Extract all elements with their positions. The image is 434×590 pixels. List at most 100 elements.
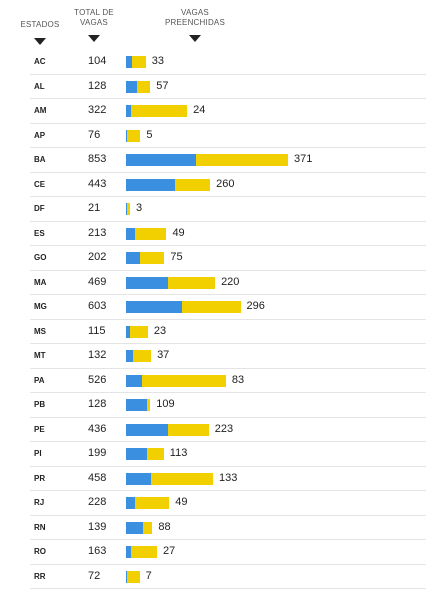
sort-arrow-states-icon[interactable] bbox=[34, 38, 46, 45]
filled-value: 133 bbox=[218, 471, 238, 484]
row-divider bbox=[30, 416, 426, 418]
row-divider bbox=[30, 465, 426, 467]
bar-track bbox=[126, 154, 288, 166]
bar-filled bbox=[126, 56, 133, 68]
total-value: 128 bbox=[88, 79, 107, 92]
bar-track bbox=[126, 105, 188, 117]
state-label: GO bbox=[34, 253, 47, 262]
header-filled[interactable]: VAGAS PREENCHIDAS bbox=[160, 8, 230, 42]
table-row: AM 322 24 bbox=[0, 99, 434, 124]
total-value: 469 bbox=[88, 275, 107, 288]
bar-track bbox=[126, 276, 216, 289]
bar-filled bbox=[126, 423, 169, 436]
state-label: MA bbox=[34, 277, 47, 287]
row-divider bbox=[30, 539, 426, 540]
state-label: MT bbox=[34, 351, 46, 360]
total-value: 199 bbox=[88, 447, 107, 459]
filled-value: 220 bbox=[221, 275, 240, 288]
bar-track bbox=[126, 448, 164, 460]
filled-value: 3 bbox=[135, 202, 143, 214]
total-value: 115 bbox=[88, 324, 106, 337]
bar-filled bbox=[126, 154, 197, 166]
bar-track bbox=[126, 521, 153, 534]
bar-total bbox=[127, 129, 141, 142]
bar-total bbox=[140, 252, 165, 264]
filled-value: 223 bbox=[214, 422, 234, 435]
total-value: 443 bbox=[88, 177, 107, 190]
total-value: 139 bbox=[88, 520, 107, 533]
bar-total bbox=[146, 399, 151, 411]
bar-track bbox=[126, 423, 209, 436]
row-divider bbox=[30, 392, 426, 393]
total-value: 76 bbox=[88, 128, 101, 141]
state-label: PA bbox=[34, 375, 45, 385]
bar-track bbox=[126, 56, 146, 68]
state-label: AM bbox=[34, 106, 47, 115]
bar-filled bbox=[126, 325, 131, 338]
bar-track bbox=[126, 350, 152, 362]
filled-value: 296 bbox=[246, 300, 265, 312]
table-row: RO 163 27 bbox=[0, 540, 434, 565]
table-row: AC 104 33 bbox=[0, 50, 434, 75]
row-divider bbox=[30, 122, 426, 124]
bar-filled bbox=[126, 105, 131, 117]
filled-value: 88 bbox=[158, 520, 171, 533]
bar-filled bbox=[126, 546, 132, 558]
filled-value: 37 bbox=[157, 349, 170, 361]
total-value: 104 bbox=[88, 55, 107, 67]
row-divider bbox=[30, 171, 426, 173]
bar-track bbox=[126, 227, 167, 240]
state-label: RR bbox=[34, 571, 46, 581]
bar-total bbox=[132, 56, 146, 68]
bar-track bbox=[126, 374, 226, 387]
total-value: 213 bbox=[88, 226, 107, 239]
table-row: AL 128 57 bbox=[0, 75, 434, 99]
bar-total bbox=[133, 350, 152, 362]
sort-arrow-total-icon[interactable] bbox=[88, 35, 100, 42]
bar-track bbox=[126, 301, 241, 313]
header-states-label: ESTADOS bbox=[20, 20, 60, 29]
bar-total bbox=[127, 570, 140, 583]
bar-filled bbox=[126, 448, 148, 460]
total-value: 72 bbox=[88, 569, 101, 582]
bar-total bbox=[168, 423, 209, 436]
bar-filled bbox=[126, 521, 143, 534]
header-states[interactable]: ESTADOS bbox=[18, 20, 62, 45]
row-divider bbox=[30, 441, 426, 442]
bar-total bbox=[151, 472, 213, 485]
filled-value: 49 bbox=[175, 496, 188, 508]
bar-track bbox=[126, 203, 130, 215]
table-row: MS 115 23 bbox=[0, 320, 434, 344]
sort-arrow-filled-icon[interactable] bbox=[189, 35, 201, 42]
table-row: DF 21 3 bbox=[0, 197, 434, 222]
header-filled-label: VAGAS PREENCHIDAS bbox=[165, 8, 225, 27]
table-row: PA 526 83 bbox=[0, 369, 434, 393]
bar-filled bbox=[126, 301, 183, 313]
table-row: PE 436 223 bbox=[0, 418, 434, 442]
state-label: MS bbox=[34, 326, 46, 336]
state-label: AP bbox=[34, 130, 46, 140]
bar-track bbox=[126, 178, 211, 191]
bar-total bbox=[130, 105, 188, 117]
total-value: 132 bbox=[88, 349, 107, 361]
state-label: PE bbox=[34, 424, 45, 434]
state-label: ES bbox=[34, 228, 45, 238]
total-value: 458 bbox=[88, 471, 107, 484]
row-divider bbox=[30, 563, 426, 565]
state-label: RJ bbox=[34, 498, 45, 507]
total-value: 322 bbox=[88, 104, 107, 116]
row-divider bbox=[30, 220, 426, 222]
bar-filled bbox=[126, 252, 141, 264]
state-label: PB bbox=[34, 400, 46, 409]
total-value: 21 bbox=[88, 202, 101, 214]
state-label: RO bbox=[34, 547, 46, 556]
state-label: BA bbox=[34, 155, 46, 164]
table-row: PI 199 113 bbox=[0, 442, 434, 467]
table-row: RN 139 88 bbox=[0, 516, 434, 540]
header-total[interactable]: TOTAL DE VAGAS bbox=[72, 8, 116, 42]
table-row: ES 213 49 bbox=[0, 222, 434, 246]
bar-track bbox=[126, 80, 151, 93]
bar-track bbox=[126, 472, 213, 485]
row-divider bbox=[30, 367, 426, 369]
state-label: PI bbox=[34, 449, 42, 458]
